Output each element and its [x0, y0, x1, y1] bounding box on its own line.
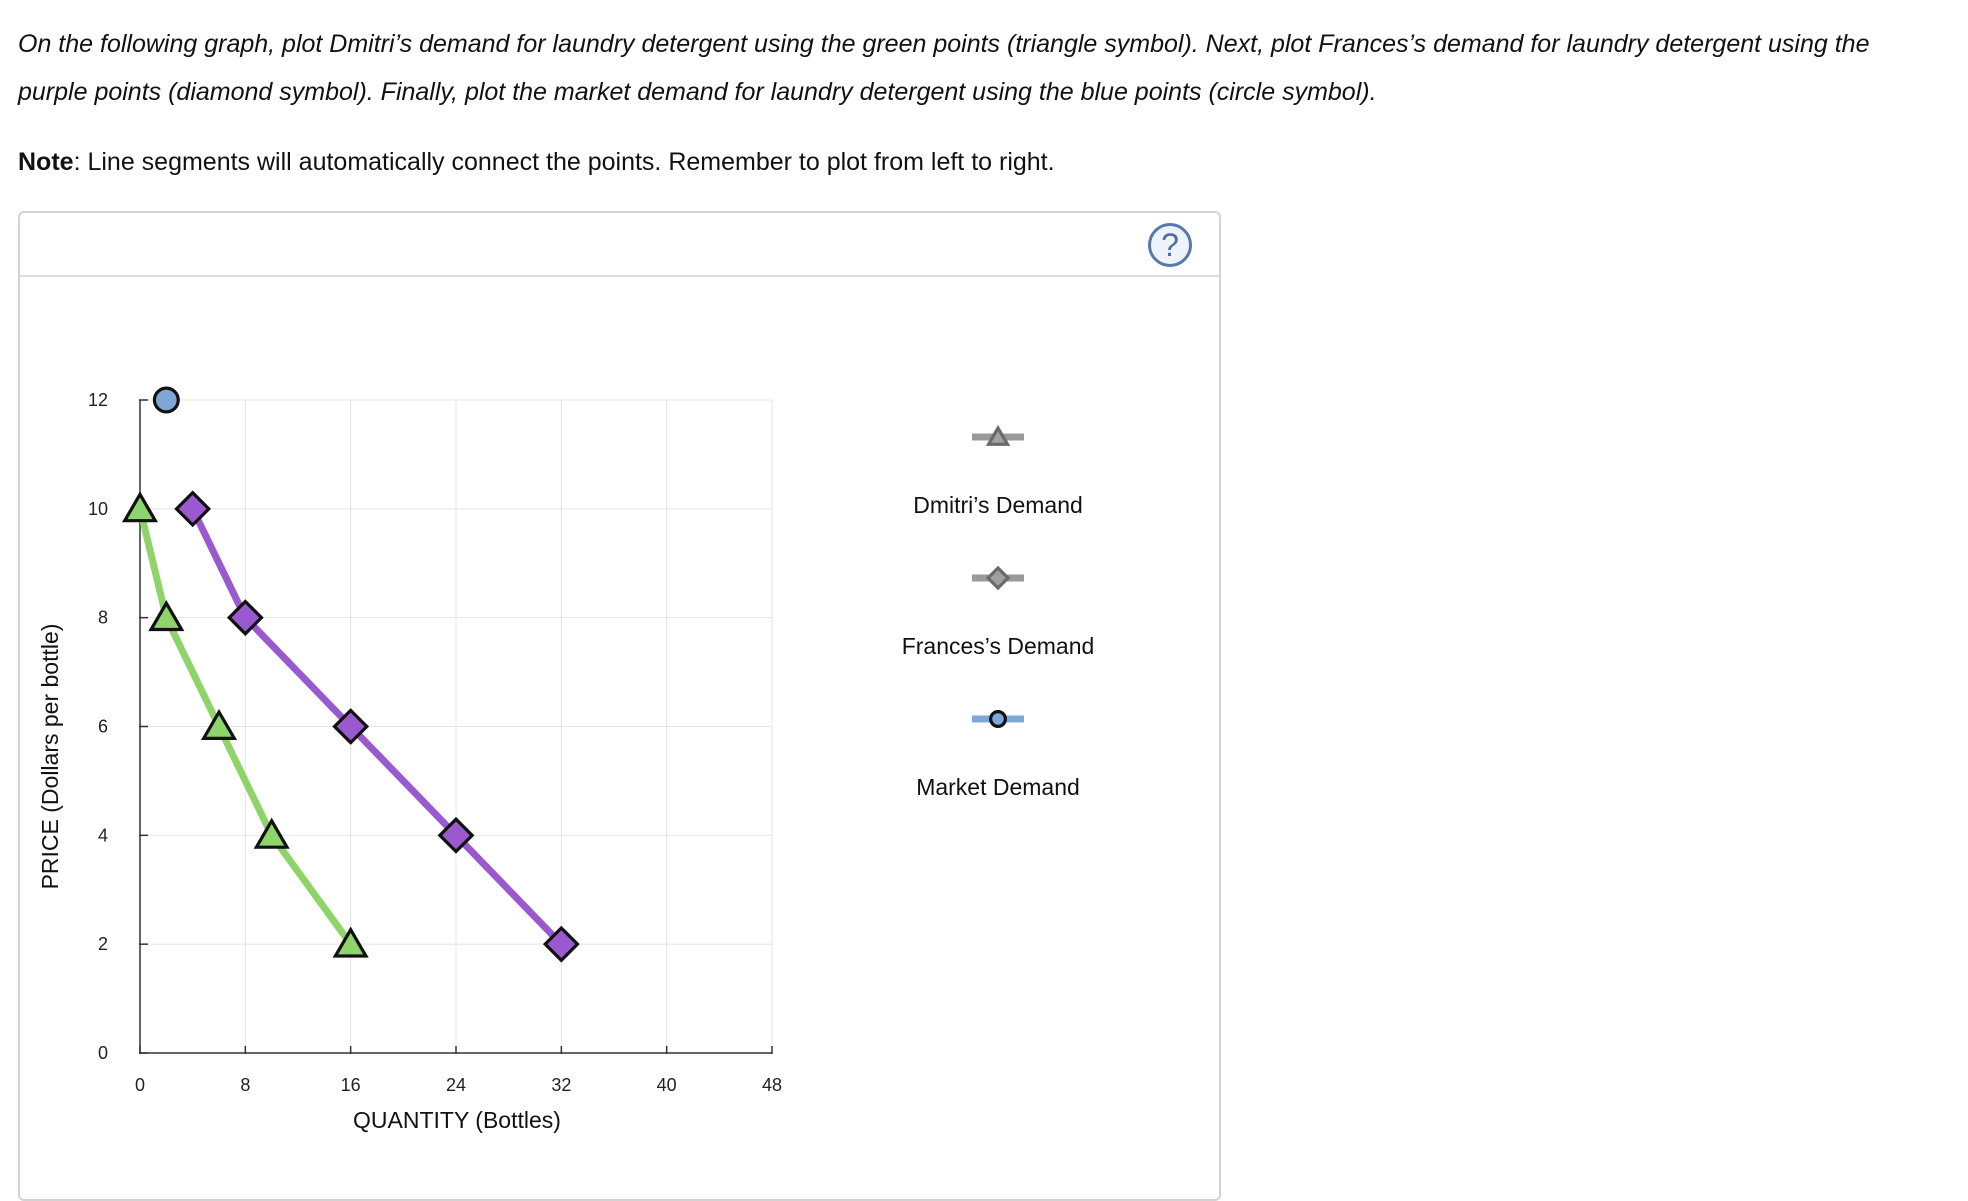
legend-circle-label: Market Demand — [916, 774, 1080, 800]
legend-diamond-tool[interactable] — [985, 565, 1011, 591]
instructions-text: On the following graph, plot Dmitri’s de… — [18, 30, 1870, 106]
diamond-point[interactable] — [542, 925, 580, 963]
y-axis-title: PRICE (Dollars per bottle) — [37, 624, 63, 890]
y-tick-label: 2 — [98, 934, 108, 954]
y-tick-label: 12 — [88, 390, 108, 410]
note-body: : Line segments will automatically conne… — [73, 148, 1055, 176]
diamond-point[interactable] — [332, 708, 370, 745]
graph-panel: ? — [18, 211, 1221, 1201]
x-tick-label: 32 — [551, 1075, 571, 1095]
y-tick-label: 10 — [88, 499, 108, 519]
y-tick-label: 6 — [98, 717, 108, 737]
triangle-point[interactable] — [332, 926, 369, 958]
x-tick-label: 0 — [135, 1075, 145, 1095]
y-tick-label: 8 — [98, 608, 108, 628]
note-text: Note: Line segments will automatically c… — [18, 144, 1055, 180]
x-tick-label: 40 — [657, 1075, 677, 1095]
x-tick-label: 24 — [446, 1075, 466, 1095]
legend-triangle-label: Dmitri’s Demand — [913, 492, 1083, 518]
triangle-point[interactable] — [200, 708, 238, 740]
diamond-point[interactable] — [226, 599, 264, 637]
help-icon[interactable]: ? — [1148, 223, 1192, 267]
legend-circle-tool[interactable] — [989, 710, 1007, 728]
y-tick-label: 4 — [98, 825, 108, 845]
y-tick-label: 0 — [98, 1043, 108, 1063]
legend-triangle-tool[interactable] — [985, 424, 1011, 446]
triangle-point[interactable] — [148, 599, 185, 632]
x-axis-title: QUANTITY (Bottles) — [353, 1107, 561, 1133]
note-label: Note — [18, 148, 74, 176]
triangle-point[interactable] — [121, 491, 159, 523]
graph-panel-header — [20, 213, 1219, 277]
diamond-point[interactable] — [437, 816, 475, 854]
x-tick-label: 48 — [762, 1075, 782, 1095]
triangle-point[interactable] — [253, 817, 290, 849]
circle-point[interactable] — [152, 386, 180, 414]
legend-diamond-label: Frances’s Demand — [902, 633, 1095, 659]
diamond-point[interactable] — [174, 490, 212, 528]
x-tick-label: 8 — [240, 1075, 250, 1095]
x-tick-label: 16 — [341, 1075, 361, 1095]
